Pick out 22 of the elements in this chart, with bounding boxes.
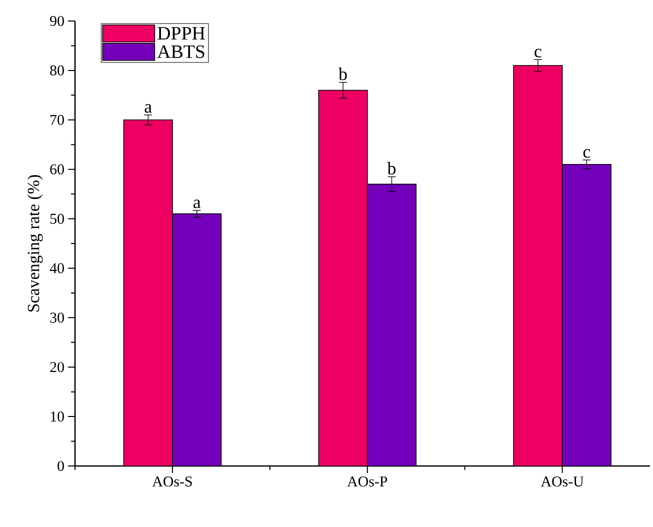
y-tick-label: 30	[50, 312, 64, 323]
y-tick-label: 0	[58, 460, 64, 472]
annotation: a	[193, 200, 201, 208]
y-axis-title: Scavenging rate (%)	[27, 175, 43, 312]
x-tick-label: AOs-S	[152, 476, 192, 487]
annotation: a	[144, 104, 152, 113]
legend-label: ABTS	[157, 45, 204, 58]
y-tick-label: 60	[50, 164, 64, 174]
annotation: c	[534, 48, 542, 58]
x-tick-label: AOs-U	[540, 476, 584, 487]
legend-label: DPPH	[158, 27, 205, 40]
y-tick-label: 40	[50, 263, 64, 274]
x-tick-label: AOs-P	[347, 476, 388, 487]
y-tick-label: 50	[50, 214, 64, 224]
y-tick-label: 90	[50, 16, 64, 26]
annotation: c	[583, 149, 590, 158]
annotation: b	[338, 67, 347, 80]
y-tick-label: 80	[50, 65, 64, 76]
y-tick-label: 10	[50, 412, 64, 422]
annotation: b	[387, 162, 396, 175]
y-tick-label: 70	[50, 114, 64, 125]
y-tick-label: 20	[50, 362, 64, 372]
